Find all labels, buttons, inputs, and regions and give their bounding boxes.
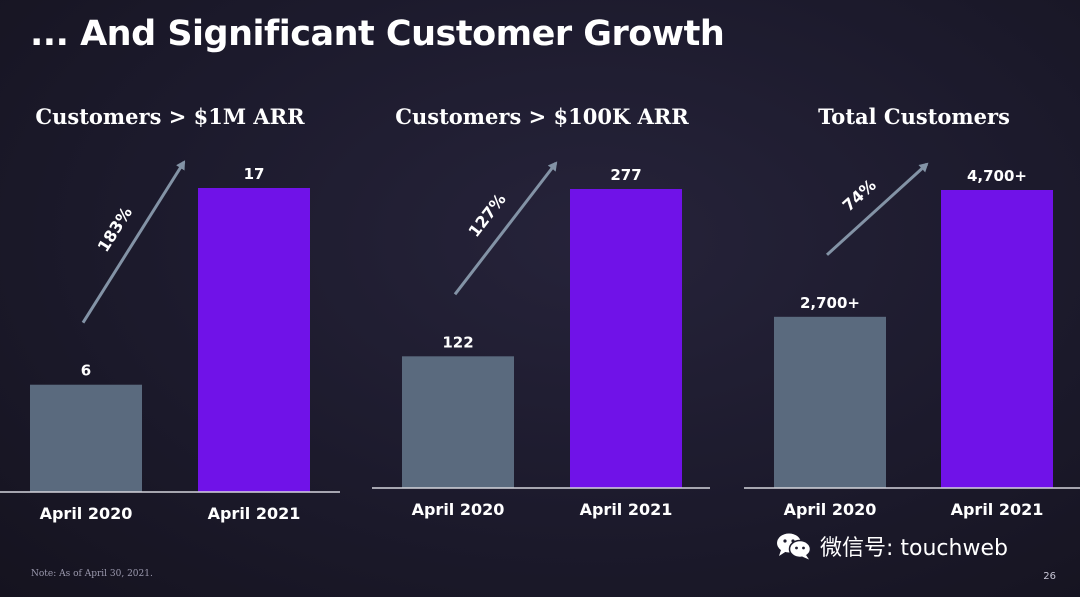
page-number: 26 (1043, 571, 1056, 582)
chart-title: Customers > $100K ARR (395, 104, 689, 129)
bar-april-2021 (941, 190, 1053, 488)
growth-arrow (81, 160, 186, 324)
watermark: 微信号: touchweb (776, 530, 1008, 562)
bar-april-2020 (774, 316, 886, 488)
bar-value-label: 122 (442, 333, 473, 351)
x-tick-label: April 2021 (580, 500, 673, 519)
chart-title: Total Customers (818, 104, 1010, 129)
bar-april-2020 (402, 356, 514, 488)
slide-title: ... And Significant Customer Growth (30, 14, 725, 54)
footnote: Note: As of April 30, 2021. (31, 569, 153, 579)
x-tick-label: April 2021 (951, 500, 1044, 519)
x-tick-label: April 2020 (40, 504, 133, 523)
wechat-icon (777, 533, 812, 560)
bar-value-label: 277 (610, 166, 641, 184)
bar-value-label: 17 (244, 165, 265, 183)
chart-title: Customers > $1M ARR (35, 104, 305, 129)
bar-april-2021 (198, 188, 310, 492)
growth-arrow (453, 161, 558, 296)
bar-value-label: 6 (81, 362, 91, 380)
bar-april-2020 (30, 384, 142, 492)
growth-percent-label: 74% (839, 175, 880, 215)
chart-total-customers: Total Customers 2,700+ April 2020 4,700+ Ap… (744, 100, 1080, 540)
x-tick-label: April 2020 (412, 500, 505, 519)
x-tick-label: April 2021 (208, 504, 301, 523)
watermark-text: 微信号: touchweb (820, 536, 1008, 561)
growth-arrow (825, 162, 929, 256)
chart-customers-100k-arr: Customers > $100K ARR 122 April 2020 277 Ap… (372, 100, 712, 540)
bar-april-2021 (570, 189, 682, 488)
bar-value-label: 4,700+ (967, 167, 1027, 185)
chart-plot: 2,700+ April 2020 4,700+ April 2021 74% (744, 162, 1080, 519)
bar-value-label: 2,700+ (800, 294, 860, 312)
x-tick-label: April 2020 (784, 500, 877, 519)
chart-customers-1m-arr: Customers > $1M ARR 6 April 2020 17 April 2… (0, 100, 340, 540)
